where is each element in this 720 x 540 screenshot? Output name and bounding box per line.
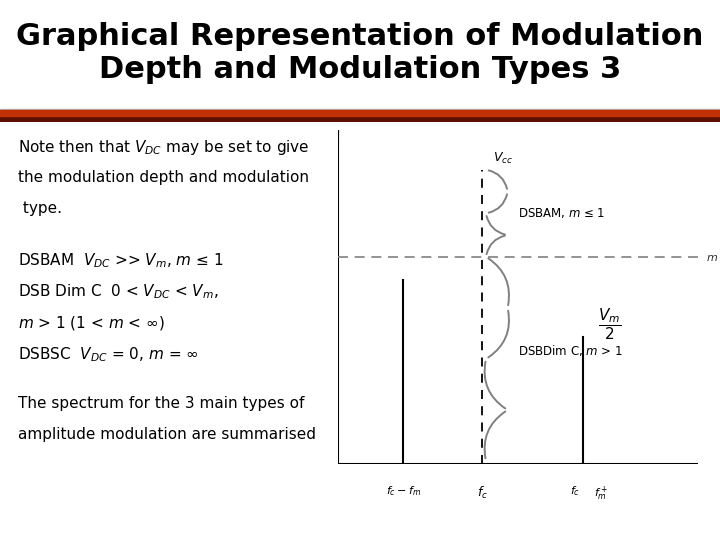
Text: $V_{cc}$: $V_{cc}$ (493, 151, 513, 166)
Text: DSBDim C, $m$ > 1: DSBDim C, $m$ > 1 (518, 343, 624, 357)
Text: $f_m^+$: $f_m^+$ (594, 484, 608, 503)
Text: The spectrum for the 3 main types of: The spectrum for the 3 main types of (18, 396, 305, 410)
Text: $m$ > 1 (1 < $m$ < ∞): $m$ > 1 (1 < $m$ < ∞) (18, 314, 165, 332)
Text: DSBSC, $m$ = ∞: DSBSC, $m$ = ∞ (0, 539, 1, 540)
Bar (0, 111, 720, 116)
Text: type.: type. (18, 201, 62, 216)
Text: Graphical Representation of Modulation
Depth and Modulation Types 3: Graphical Representation of Modulation D… (17, 22, 703, 84)
Text: $f_c - f_m$: $f_c - f_m$ (386, 484, 420, 498)
Bar (0, 116, 720, 121)
Text: $f_c$: $f_c$ (477, 484, 488, 501)
Text: $\dfrac{V_m}{2}$: $\dfrac{V_m}{2}$ (598, 306, 621, 341)
Text: DSB Dim C  0 < $V_{DC}$ < $V_m$,: DSB Dim C 0 < $V_{DC}$ < $V_m$, (18, 282, 219, 301)
Text: DSBSC  $V_{DC}$ = 0, $m$ = ∞: DSBSC $V_{DC}$ = 0, $m$ = ∞ (18, 346, 199, 364)
Bar (0, 109, 720, 111)
Text: amplitude modulation are summarised: amplitude modulation are summarised (18, 427, 316, 442)
Text: $m$ = 1: $m$ = 1 (706, 251, 720, 263)
Text: DSBAM, $m$ ≤ 1: DSBAM, $m$ ≤ 1 (518, 206, 606, 220)
Text: DSBAM  $V_{DC}$ >> $V_m$, $m$ ≤ 1: DSBAM $V_{DC}$ >> $V_m$, $m$ ≤ 1 (18, 251, 223, 270)
Text: the modulation depth and modulation: the modulation depth and modulation (18, 170, 309, 185)
Text: Note then that $V_{DC}$ may be set to give: Note then that $V_{DC}$ may be set to gi… (18, 138, 310, 157)
Text: $f_c$: $f_c$ (570, 484, 580, 498)
